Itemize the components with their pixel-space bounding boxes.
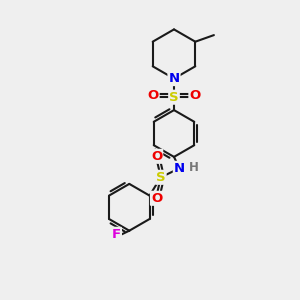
Text: O: O bbox=[147, 89, 159, 102]
Text: O: O bbox=[151, 192, 162, 205]
Text: F: F bbox=[112, 228, 121, 241]
Text: O: O bbox=[189, 89, 201, 102]
Text: S: S bbox=[169, 91, 179, 104]
Text: N: N bbox=[174, 162, 185, 175]
Text: O: O bbox=[151, 150, 162, 163]
Text: N: N bbox=[168, 72, 180, 85]
Text: S: S bbox=[156, 171, 166, 184]
Text: H: H bbox=[188, 161, 198, 174]
